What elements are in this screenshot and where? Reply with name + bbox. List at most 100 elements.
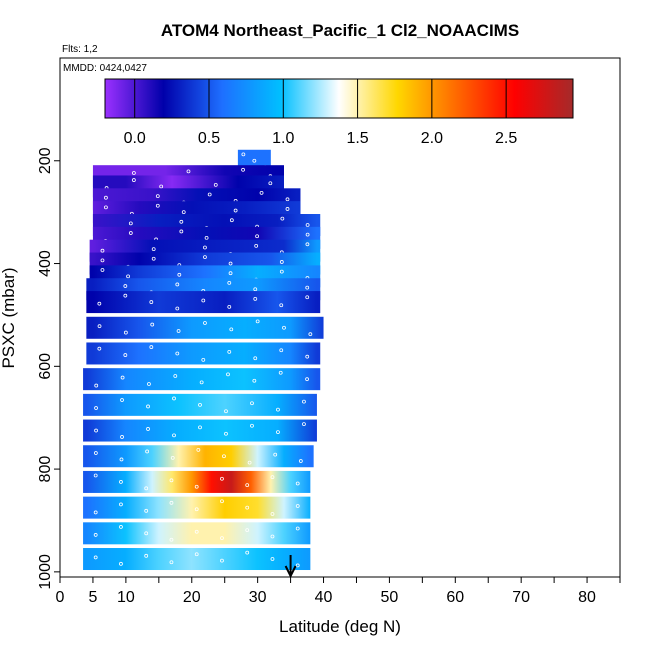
sample-point xyxy=(131,178,136,182)
sample-point xyxy=(172,396,176,401)
sample-point xyxy=(228,261,233,266)
sample-point xyxy=(241,152,246,157)
sample-point xyxy=(149,300,154,304)
chart-title: ATOM4 Northeast_Pacific_1 Cl2_NOAACIMS xyxy=(161,21,519,40)
colorbar-tick-label: 2.5 xyxy=(495,130,517,147)
sample-point xyxy=(270,557,275,561)
sample-point xyxy=(176,329,181,333)
sample-point xyxy=(270,475,275,480)
sample-point xyxy=(97,324,102,329)
x-axis-label: Latitude (deg N) xyxy=(279,617,401,636)
sample-point xyxy=(181,210,186,215)
sample-point xyxy=(194,529,199,534)
sample-point xyxy=(302,422,306,427)
sample-point xyxy=(126,274,130,279)
sample-point xyxy=(144,508,149,513)
sample-point xyxy=(224,431,228,436)
sample-point xyxy=(273,452,278,457)
dates-label: MMDD: 0424,0427 xyxy=(63,63,147,74)
sample-point xyxy=(169,537,174,542)
x-tick-label: 50 xyxy=(381,589,399,606)
sample-point xyxy=(222,454,226,459)
sample-point xyxy=(279,269,284,274)
sample-point xyxy=(270,534,275,539)
sample-point xyxy=(150,322,155,327)
sample-point xyxy=(97,301,102,306)
sample-point xyxy=(276,407,280,412)
sample-point xyxy=(93,555,98,560)
sample-point xyxy=(100,268,105,272)
sample-point xyxy=(175,282,180,287)
x-tick-label: 60 xyxy=(446,589,464,606)
sample-point xyxy=(298,459,303,463)
sample-point xyxy=(253,296,258,301)
sample-point xyxy=(93,533,98,537)
sample-point xyxy=(254,243,259,248)
sample-point xyxy=(207,192,212,197)
sample-point xyxy=(177,272,182,277)
colorbar-tick-label: 0.5 xyxy=(198,130,220,147)
sample-point xyxy=(305,285,310,290)
sample-point xyxy=(228,271,233,276)
sample-point xyxy=(146,427,150,431)
sample-point xyxy=(255,319,260,324)
sample-point xyxy=(94,406,98,410)
sample-point xyxy=(144,531,149,536)
colorbar-tick-label: 2.0 xyxy=(421,130,443,147)
sample-point xyxy=(173,374,178,378)
x-tick-label: 20 xyxy=(183,589,201,606)
sample-point xyxy=(305,242,310,247)
y-tick-label: 400 xyxy=(37,250,54,277)
sample-point xyxy=(220,558,224,563)
sample-point xyxy=(227,280,232,285)
colorbar-ramp xyxy=(104,78,574,119)
sample-point xyxy=(247,460,252,465)
sample-point xyxy=(220,476,224,481)
sample-point xyxy=(302,399,306,404)
heatmap-row xyxy=(83,368,321,391)
sample-point xyxy=(146,404,150,409)
sample-point xyxy=(233,208,238,213)
sample-point xyxy=(119,561,123,566)
sample-point xyxy=(245,528,250,533)
colorbar-tick-label: 1.5 xyxy=(346,130,368,147)
heatmap-row xyxy=(86,342,321,365)
sample-point xyxy=(104,195,108,200)
y-tick-label: 600 xyxy=(37,353,54,380)
sample-point xyxy=(100,258,105,263)
sample-point xyxy=(119,525,123,529)
sample-point xyxy=(268,181,273,186)
sample-point xyxy=(279,303,284,308)
sample-point xyxy=(203,245,207,250)
sample-point xyxy=(131,171,136,175)
sample-point xyxy=(252,158,257,163)
sample-point xyxy=(179,219,184,224)
sample-point xyxy=(100,248,105,253)
sample-point xyxy=(119,457,124,462)
sample-point xyxy=(198,402,202,407)
sample-point xyxy=(245,550,250,555)
y-tick-label: 200 xyxy=(37,147,54,174)
sample-point xyxy=(159,184,164,189)
sample-point xyxy=(285,207,290,211)
sample-point xyxy=(123,293,128,298)
sample-point xyxy=(119,480,123,484)
sample-point xyxy=(305,295,310,300)
sample-point xyxy=(145,449,150,454)
sample-point xyxy=(198,425,202,430)
sample-point xyxy=(253,356,258,361)
heatmap-row xyxy=(83,548,311,571)
sample-point xyxy=(94,428,98,433)
sample-point xyxy=(199,380,204,385)
sample-point xyxy=(123,353,128,357)
sample-point xyxy=(128,231,133,235)
sample-point xyxy=(104,205,108,210)
x-tick-label: 0 xyxy=(56,589,65,606)
position-arrow-head xyxy=(284,565,297,579)
sample-point xyxy=(250,423,254,428)
sample-point xyxy=(270,512,275,516)
sample-point xyxy=(245,483,250,488)
colorbar: 0.0 0.5 1.0 1.5 2.0 2.5 xyxy=(104,78,574,147)
sample-point xyxy=(201,298,206,303)
sample-point xyxy=(120,375,125,380)
